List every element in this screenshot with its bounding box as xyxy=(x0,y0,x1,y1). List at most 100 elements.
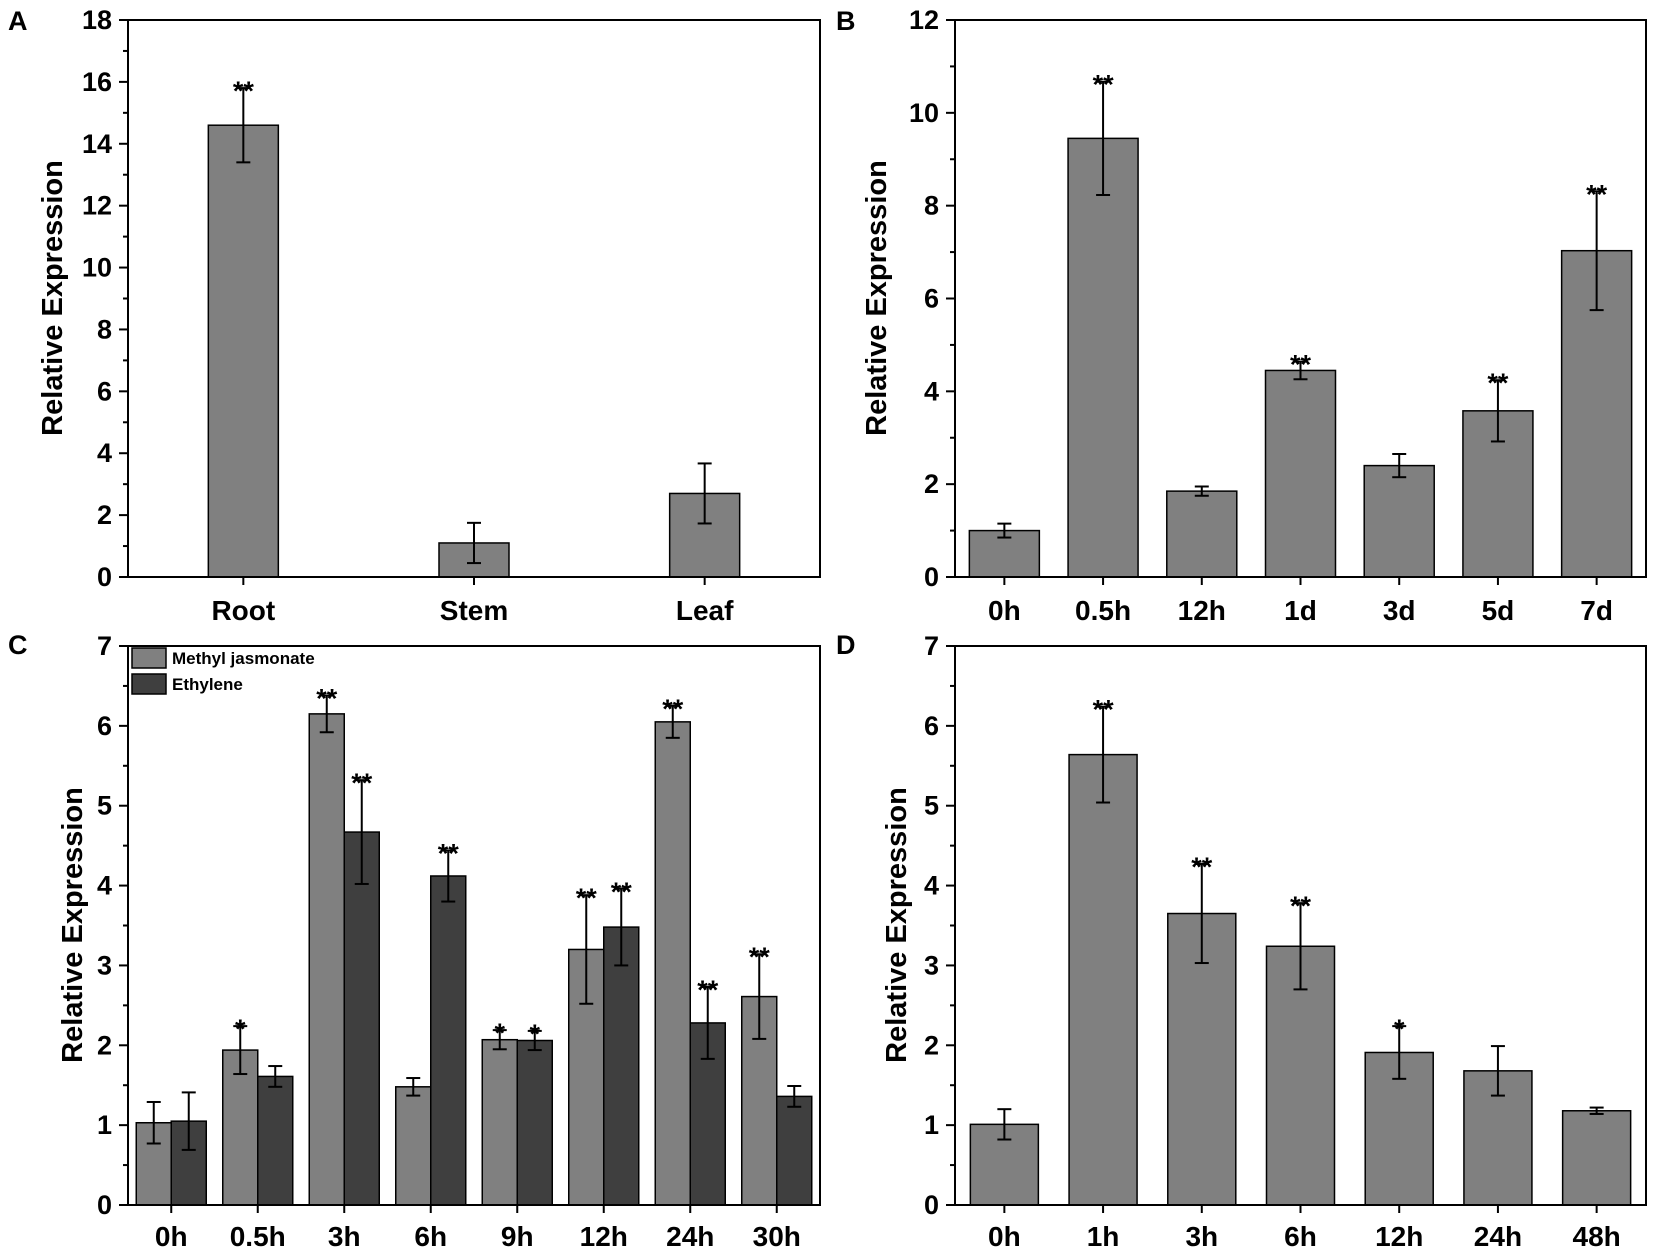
bar-value xyxy=(1561,1110,1632,1206)
significance-label: ** xyxy=(351,768,373,798)
bar-methyl-jasmonate xyxy=(308,713,345,1206)
significance-label: ** xyxy=(1290,350,1312,380)
y-tick-label: 2 xyxy=(97,500,112,530)
legend-label: Ethylene xyxy=(172,675,243,694)
bar-value xyxy=(207,124,280,578)
y-tick-label: 8 xyxy=(97,314,112,344)
significance-label: ** xyxy=(316,684,338,714)
bar-value xyxy=(1363,464,1435,578)
x-tick-label: 3d xyxy=(1383,595,1416,626)
bar-ethylene xyxy=(430,875,467,1206)
significance-label: ** xyxy=(662,694,684,724)
x-tick-label: 48h xyxy=(1573,1221,1621,1252)
bar-methyl-jasmonate xyxy=(654,721,691,1206)
bar-value xyxy=(1264,369,1337,578)
significance-label: * xyxy=(494,1018,505,1048)
x-tick-label: 9h xyxy=(501,1221,534,1252)
bar-methyl-jasmonate xyxy=(222,1049,259,1206)
y-tick-label: 2 xyxy=(97,1030,112,1060)
bar-value xyxy=(1067,137,1139,578)
plot-frame xyxy=(954,645,1647,1206)
panel-d: D 0 1 2 3 4 5 6 7 Relative Expression 0h 1h 3h 6h 12h 2… xyxy=(836,630,1647,1252)
y-tick-label: 12 xyxy=(82,191,112,221)
plot-frame xyxy=(954,19,1647,578)
significance-label: ** xyxy=(1487,368,1509,398)
panel-letter: A xyxy=(8,6,28,36)
y-tick-label: 1 xyxy=(924,1110,939,1140)
y-tick-label: 5 xyxy=(97,791,112,821)
y-tick-label: 12 xyxy=(909,5,939,35)
y-tick-label: 7 xyxy=(924,631,939,661)
x-tick-label: 0h xyxy=(988,1221,1021,1252)
x-tick-label: 7d xyxy=(1580,595,1613,626)
bar-ethylene xyxy=(343,831,380,1206)
significance-label: ** xyxy=(1290,891,1312,921)
y-axis-title: Relative Expression xyxy=(881,787,913,1063)
y-tick-label: 2 xyxy=(924,469,939,499)
y-tick-label: 18 xyxy=(82,5,112,35)
y-tick-label: 3 xyxy=(97,950,112,980)
y-axis-title: Relative Expression xyxy=(57,787,89,1063)
x-tick-label: 0.5h xyxy=(230,1221,286,1252)
x-tick-label: 1d xyxy=(1284,595,1317,626)
y-axis-title: Relative Expression xyxy=(37,160,69,436)
plot-frame xyxy=(127,645,821,1206)
x-tick-label: 24h xyxy=(666,1221,714,1252)
x-tick-label: Leaf xyxy=(676,595,734,626)
panel-letter: C xyxy=(8,630,28,660)
y-tick-label: 8 xyxy=(924,191,939,221)
significance-label: ** xyxy=(438,838,460,868)
y-tick-label: 4 xyxy=(924,871,939,901)
significance-label: ** xyxy=(233,76,255,106)
y-tick-label: 6 xyxy=(924,284,939,314)
x-tick-label: Stem xyxy=(440,595,508,626)
bar-ethylene xyxy=(257,1075,294,1206)
panel-b: B 0 2 4 6 8 10 12 Relative Expression 0h 0.5h 12h 1d… xyxy=(836,5,1647,626)
x-tick-label: Root xyxy=(211,595,275,626)
y-tick-label: 0 xyxy=(97,562,112,592)
legend-label: Methyl jasmonate xyxy=(172,649,315,668)
y-tick-label: 4 xyxy=(97,871,112,901)
y-tick-label: 14 xyxy=(82,129,112,159)
significance-label: ** xyxy=(749,942,771,972)
x-tick-label: 30h xyxy=(753,1221,801,1252)
y-tick-label: 10 xyxy=(82,253,112,283)
y-tick-label: 16 xyxy=(82,67,112,97)
significance-label: ** xyxy=(576,883,598,913)
bar-value xyxy=(1166,490,1238,578)
y-tick-label: 2 xyxy=(924,1030,939,1060)
bar-ethylene xyxy=(603,926,640,1206)
panel-letter: D xyxy=(836,630,856,660)
x-tick-label: 1h xyxy=(1087,1221,1120,1252)
panel-a: A 0 2 4 6 8 10 12 14 16 18 Relative Expression Root S… xyxy=(8,5,821,626)
significance-label: * xyxy=(529,1019,540,1049)
y-tick-label: 6 xyxy=(924,711,939,741)
significance-label: ** xyxy=(1191,852,1213,882)
bar-methyl-jasmonate xyxy=(395,1086,432,1206)
significance-label: * xyxy=(1394,1014,1405,1044)
significance-label: ** xyxy=(1093,70,1115,100)
panel-letter: B xyxy=(836,6,856,36)
x-tick-label: 0.5h xyxy=(1075,595,1131,626)
x-tick-label: 12h xyxy=(1178,595,1226,626)
y-tick-label: 0 xyxy=(924,1190,939,1220)
x-tick-label: 6h xyxy=(414,1221,447,1252)
legend-swatch xyxy=(131,673,167,695)
x-tick-label: 0h xyxy=(155,1221,188,1252)
y-axis-title: Relative Expression xyxy=(861,160,893,436)
x-tick-label: 24h xyxy=(1474,1221,1522,1252)
x-tick-label: 6h xyxy=(1284,1221,1317,1252)
bar-value xyxy=(1068,753,1138,1206)
y-tick-label: 4 xyxy=(924,376,939,406)
significance-label: * xyxy=(235,1014,246,1044)
x-tick-label: 12h xyxy=(580,1221,628,1252)
y-tick-label: 4 xyxy=(97,438,112,468)
x-tick-label: 3h xyxy=(1185,1221,1218,1252)
y-tick-label: 6 xyxy=(97,711,112,741)
y-tick-label: 5 xyxy=(924,791,939,821)
significance-label: ** xyxy=(697,975,719,1005)
x-tick-label: 0h xyxy=(988,595,1021,626)
significance-label: ** xyxy=(1093,695,1115,725)
y-tick-label: 7 xyxy=(97,631,112,661)
